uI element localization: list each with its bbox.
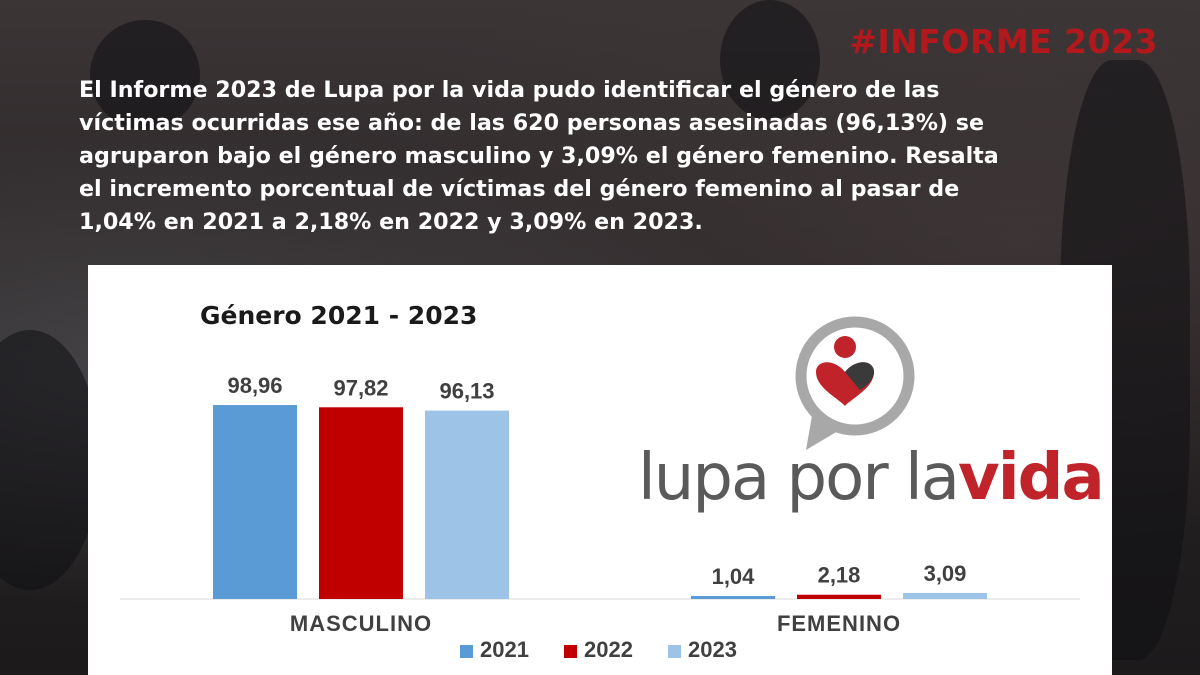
category-label-femenino: FEMENINO	[777, 611, 901, 636]
bar-chart: 98,96 97,82 96,13 MASCULINO 1,04 2,18 3,09 FEME…	[120, 373, 1080, 662]
logo-word-por: por	[786, 441, 889, 515]
data-label-masculino-2022: 97,82	[333, 375, 388, 400]
chart-title: Género 2021 - 2023	[200, 301, 478, 330]
logo-wordmark: lupa por lavida	[638, 438, 1105, 518]
data-label-masculino-2023: 96,13	[439, 379, 494, 404]
bar-masculino-2023	[425, 410, 509, 599]
legend-swatch-2023	[668, 645, 681, 658]
bar-femenino-2022	[797, 594, 881, 599]
background-figure	[90, 20, 200, 130]
logo-word-la: la	[904, 441, 960, 515]
bar-femenino-2021	[691, 596, 775, 599]
chart-panel: Género 2021 - 2023 98,96 97,82 96,13 MASCUL…	[88, 265, 1112, 675]
legend-label-2023: 2023	[688, 637, 737, 662]
logo-word-lupa: lupa	[638, 441, 770, 515]
legend-label-2022: 2022	[584, 637, 633, 662]
background-figure	[720, 0, 820, 120]
bar-masculino-2022	[319, 407, 403, 599]
data-label-femenino-2022: 2,18	[818, 563, 861, 588]
legend-label-2021: 2021	[480, 637, 529, 662]
lupa-logo: lupa por lavida	[638, 310, 1105, 560]
logo-word-vida: vida	[957, 441, 1105, 515]
intro-paragraph: El Informe 2023 de Lupa por la vida pudo…	[79, 77, 999, 235]
hashtag-title: #INFORME 2023	[849, 22, 1158, 61]
data-label-femenino-2021: 1,04	[712, 564, 756, 589]
speech-bubble-heart-icon	[795, 316, 915, 450]
legend-swatch-2021	[460, 645, 473, 658]
legend-swatch-2022	[564, 645, 577, 658]
data-label-masculino-2021: 98,96	[227, 373, 282, 398]
background-wheel	[0, 330, 100, 590]
bar-femenino-2023	[903, 592, 987, 599]
bar-masculino-2021	[213, 405, 297, 599]
data-label-femenino-2023: 3,09	[924, 561, 967, 586]
category-label-masculino: MASCULINO	[290, 611, 432, 636]
